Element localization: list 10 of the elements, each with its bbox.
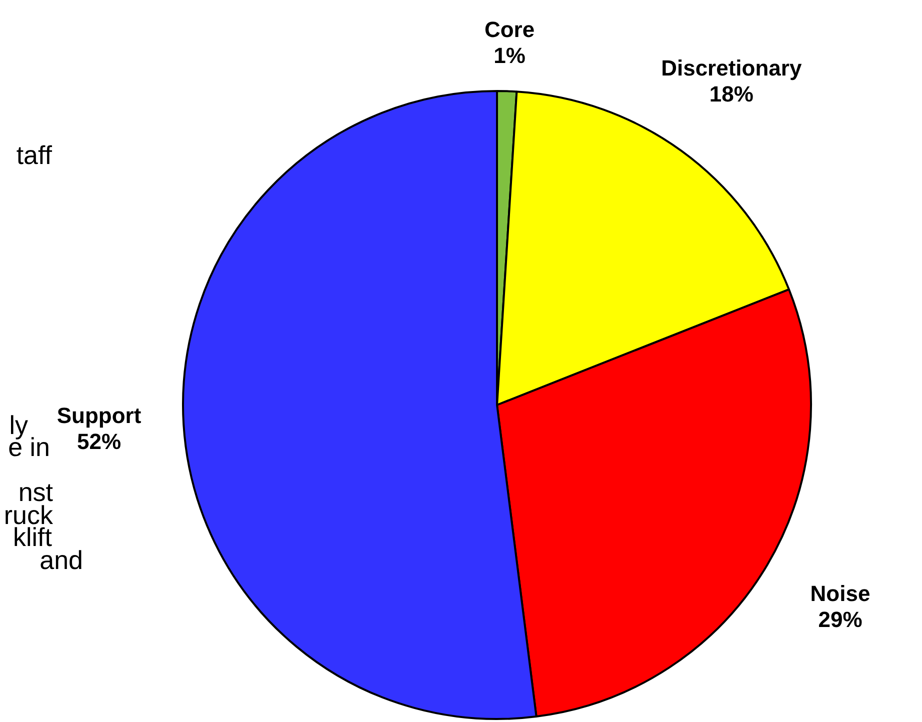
data-label: 52% [76, 429, 122, 454]
data-label: 18% [709, 81, 754, 106]
slice-label: Core [484, 17, 535, 42]
slice-label: Discretionary [661, 55, 802, 80]
slice-label: Support [56, 403, 142, 428]
data-label: 29% [818, 607, 862, 632]
text: taff [16, 140, 52, 170]
slice-label: Noise [810, 581, 870, 606]
text: and [40, 545, 83, 575]
data-label: 1% [494, 43, 526, 68]
